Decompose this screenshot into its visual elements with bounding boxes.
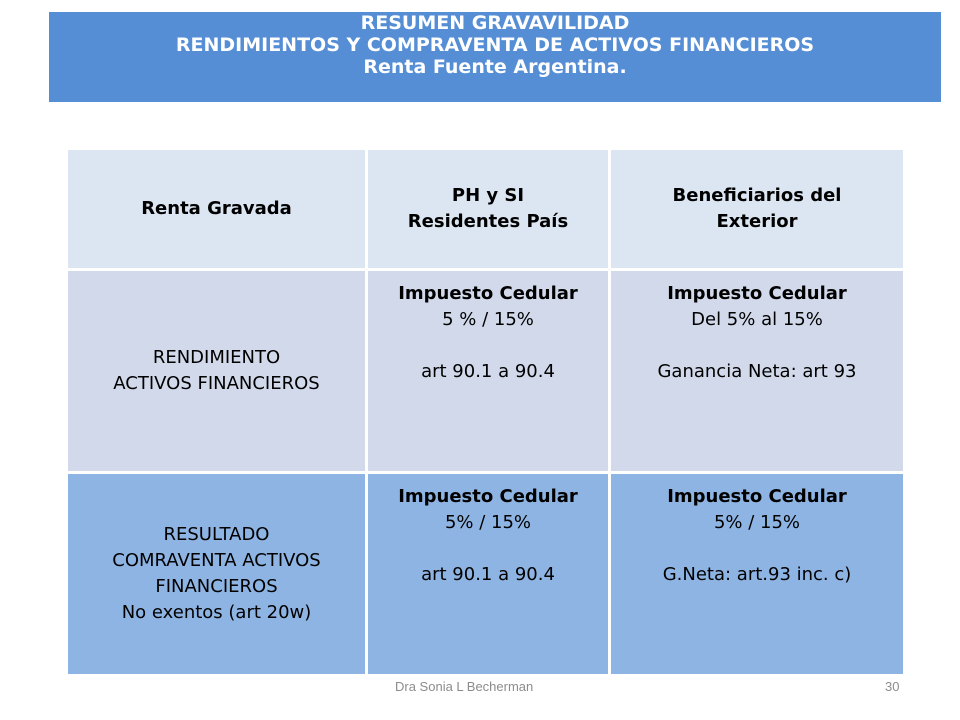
footer-author: Dra Sonia L Becherman [395, 679, 534, 694]
table-header-row: Renta Gravada PH y SI Residentes País Be… [65, 147, 906, 271]
row2-residentes: Impuesto Cedular 5% / 15% art 90.1 a 90.… [365, 471, 611, 677]
row1-label: RENDIMIENTO ACTIVOS FINANCIEROS [65, 268, 368, 474]
tax-summary-table: Renta Gravada PH y SI Residentes País Be… [65, 147, 906, 677]
header-residentes: PH y SI Residentes País [365, 147, 611, 271]
row1-residentes: Impuesto Cedular 5 % / 15% art 90.1 a 90… [365, 268, 611, 474]
header-exterior: Beneficiarios del Exterior [608, 147, 906, 271]
title-line-1: RESUMEN GRAVAVILIDAD [360, 12, 630, 34]
title-line-2: RENDIMIENTOS Y COMPRAVENTA DE ACTIVOS FI… [175, 34, 815, 56]
row1-exterior: Impuesto Cedular Del 5% al 15% Ganancia … [608, 268, 906, 474]
table-row-rendimiento: RENDIMIENTO ACTIVOS FINANCIEROS Impuesto… [65, 268, 906, 474]
row2-label: RESULTADO COMRAVENTA ACTIVOS FINANCIEROS… [65, 471, 368, 677]
page-number: 30 [885, 679, 900, 694]
header-renta-gravada: Renta Gravada [65, 147, 368, 271]
title-line-3: Renta Fuente Argentina. [363, 56, 627, 78]
table-row-compraventa: RESULTADO COMRAVENTA ACTIVOS FINANCIEROS… [65, 471, 906, 677]
row2-exterior: Impuesto Cedular 5% / 15% G.Neta: art.93… [608, 471, 906, 677]
slide-title: RESUMEN GRAVAVILIDAD RENDIMIENTOS Y COMP… [49, 12, 941, 102]
